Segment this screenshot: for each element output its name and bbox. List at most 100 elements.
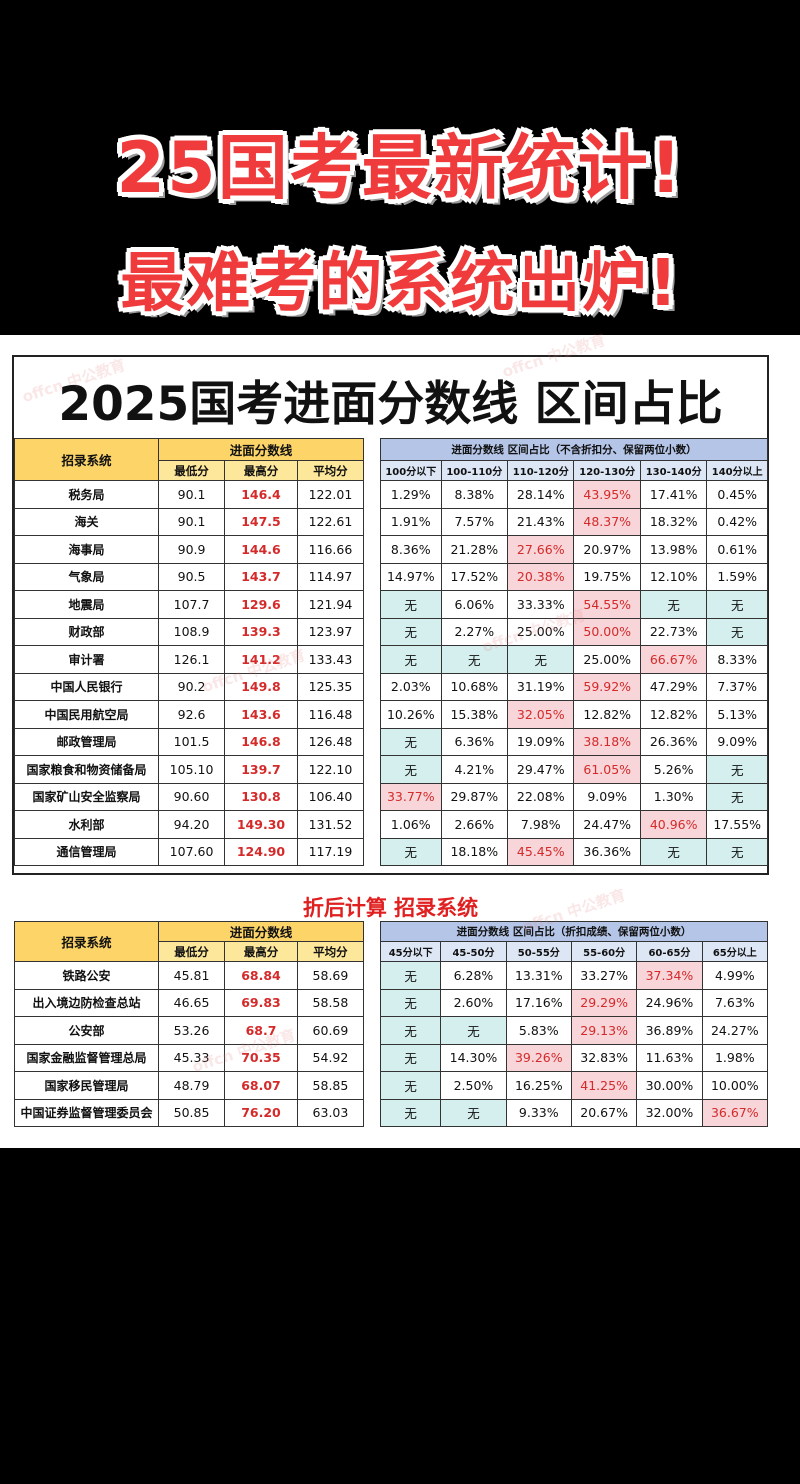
table-row: 国家矿山安全监察局 90.60 130.8 106.40 <box>14 782 365 811</box>
range-percent: 7.63% <box>701 988 769 1017</box>
range-percent: 无 <box>380 617 442 646</box>
range-percent: 无 <box>379 988 442 1017</box>
table-row: 财政部 108.9 139.3 123.97 <box>14 617 365 646</box>
section-2-title: 折后计算 招录系统 <box>302 896 479 920</box>
avg-score: 122.10 <box>296 755 365 784</box>
range-percent: 12.10% <box>639 562 708 591</box>
range-percent: 24.27% <box>701 1016 769 1045</box>
max-score: 70.35 <box>224 1043 298 1072</box>
range-percent: 无 <box>379 1043 442 1072</box>
system-name: 国家矿山安全监察局 <box>14 782 159 811</box>
range-percent: 无 <box>639 590 708 619</box>
range-percent: 20.97% <box>573 535 641 564</box>
min-score: 48.79 <box>157 1071 226 1100</box>
min-score: 105.10 <box>157 755 226 784</box>
system-name: 邮政管理局 <box>14 727 159 756</box>
range-percent: 61.05% <box>573 755 641 784</box>
table-row: 铁路公安 45.81 68.84 58.69 <box>14 961 365 990</box>
avg-score: 63.03 <box>296 1098 365 1127</box>
system-name: 海关 <box>14 507 159 536</box>
avg-score-header: 平均分 <box>296 460 365 481</box>
range-percent: 无 <box>379 1098 442 1127</box>
range-percent: 4.21% <box>440 755 509 784</box>
range-percent: 48.37% <box>573 507 641 536</box>
table-row: 海关 90.1 147.5 122.61 <box>14 507 365 536</box>
range-percent: 6.28% <box>440 961 507 990</box>
range-percent: 25.00% <box>507 617 575 646</box>
range-percent: 21.28% <box>440 535 509 564</box>
range-percent: 1.29% <box>380 480 442 509</box>
range-percent: 16.25% <box>505 1071 572 1100</box>
range-percent: 9.09% <box>706 727 768 756</box>
max-score: 124.90 <box>224 837 298 866</box>
range-percent: 20.67% <box>570 1098 638 1127</box>
avg-score: 54.92 <box>296 1043 365 1072</box>
avg-score: 58.85 <box>296 1071 365 1100</box>
system-name: 国家金融监督管理总局 <box>14 1043 159 1072</box>
range-percent: 29.47% <box>507 755 575 784</box>
range-percent: 9.33% <box>505 1098 572 1127</box>
range-percent: 15.38% <box>440 700 509 729</box>
table-row: 水利部 94.20 149.30 131.52 <box>14 810 365 839</box>
table-row: 无 6.28% 13.31% 33.27% 37.34% 4.99% <box>379 961 769 990</box>
min-score: 90.2 <box>157 672 226 701</box>
min-score-header: 最低分 <box>157 460 226 481</box>
range-percent: 2.66% <box>440 810 509 839</box>
max-score: 146.8 <box>224 727 298 756</box>
range-percent: 无 <box>440 1016 507 1045</box>
range-percent: 19.75% <box>573 562 641 591</box>
range-percent: 33.27% <box>570 961 638 990</box>
range-header: 140分以上 <box>706 460 768 481</box>
range-percent: 30.00% <box>636 1071 703 1100</box>
range-header: 100-110分 <box>440 460 509 481</box>
range-percent: 18.18% <box>440 837 509 866</box>
score-group-header: 进面分数线 <box>158 921 364 942</box>
range-percent: 29.87% <box>440 782 509 811</box>
system-name: 海事局 <box>14 535 159 564</box>
range-percent: 32.05% <box>507 700 575 729</box>
score-distribution-table: 进面分数线 区间占比（不含折扣分、保留两位小数） 100分以下 100-110分 1… <box>380 438 768 866</box>
range-percent: 66.67% <box>639 645 708 674</box>
range-percent: 无 <box>507 645 575 674</box>
range-percent: 27.66% <box>507 535 575 564</box>
table-row: 国家移民管理局 48.79 68.07 58.85 <box>14 1071 365 1100</box>
table-row: 出入境边防检查总站 46.65 69.83 58.58 <box>14 988 365 1017</box>
range-percent: 无 <box>706 782 768 811</box>
avg-score: 114.97 <box>296 562 365 591</box>
range-percent: 39.26% <box>505 1043 572 1072</box>
system-name: 通信管理局 <box>14 837 159 866</box>
range-header: 50-55分 <box>505 941 572 962</box>
range-percent: 无 <box>639 837 708 866</box>
range-percent: 33.77% <box>380 782 442 811</box>
range-percent: 14.97% <box>380 562 442 591</box>
max-score-header: 最高分 <box>224 941 298 962</box>
distribution-header: 进面分数线 区间占比（折扣成绩、保留两位小数） <box>380 921 768 942</box>
system-name: 审计署 <box>14 645 159 674</box>
min-score: 107.60 <box>157 837 226 866</box>
range-percent: 1.59% <box>706 562 768 591</box>
avg-score: 125.35 <box>296 672 365 701</box>
avg-score: 126.48 <box>296 727 365 756</box>
max-score: 143.7 <box>224 562 298 591</box>
range-percent: 6.36% <box>440 727 509 756</box>
range-percent: 36.89% <box>636 1016 703 1045</box>
range-header: 110-120分 <box>507 460 575 481</box>
range-percent: 1.30% <box>639 782 708 811</box>
range-percent: 17.55% <box>706 810 768 839</box>
range-header: 60-65分 <box>636 941 703 962</box>
table-frame <box>12 355 769 875</box>
max-score: 144.6 <box>224 535 298 564</box>
range-percent: 43.95% <box>573 480 641 509</box>
table-row: 公安部 53.26 68.7 60.69 <box>14 1016 365 1045</box>
table-row: 1.29% 8.38% 28.14% 43.95% 17.41% 0.45% <box>380 480 768 509</box>
min-score: 50.85 <box>157 1098 226 1127</box>
range-percent: 33.33% <box>507 590 575 619</box>
system-name: 中国民用航空局 <box>14 700 159 729</box>
min-score: 45.81 <box>157 961 226 990</box>
range-percent: 59.92% <box>573 672 641 701</box>
table-row: 无 18.18% 45.45% 36.36% 无无 <box>380 837 768 866</box>
table-row: 14.97% 17.52% 20.38% 19.75% 12.10% 1.59% <box>380 562 768 591</box>
table-row: 1.91% 7.57% 21.43% 48.37% 18.32% 0.42% <box>380 507 768 536</box>
min-score: 90.5 <box>157 562 226 591</box>
min-score: 90.1 <box>157 507 226 536</box>
